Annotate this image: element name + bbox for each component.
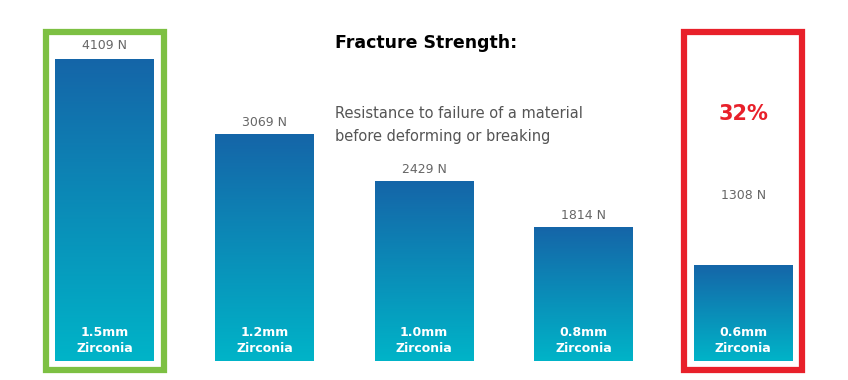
Text: 1.0mm
Zirconia: 1.0mm Zirconia xyxy=(396,326,452,355)
Text: 4109 N: 4109 N xyxy=(82,39,127,52)
Bar xyxy=(684,32,802,370)
Text: 1.5mm
Zirconia: 1.5mm Zirconia xyxy=(76,326,133,355)
Text: Fracture Strength:: Fracture Strength: xyxy=(335,34,517,52)
Text: 0.6mm
Zirconia: 0.6mm Zirconia xyxy=(715,326,772,355)
Text: 1.2mm
Zirconia: 1.2mm Zirconia xyxy=(236,326,293,355)
Bar xyxy=(684,32,802,265)
Bar xyxy=(46,32,164,370)
Text: Resistance to failure of a material
before deforming or breaking: Resistance to failure of a material befo… xyxy=(335,106,583,144)
Bar xyxy=(46,32,164,59)
Text: 1308 N: 1308 N xyxy=(721,189,766,202)
Text: 1814 N: 1814 N xyxy=(561,209,606,222)
Text: 32%: 32% xyxy=(718,104,768,124)
Text: 2429 N: 2429 N xyxy=(402,163,446,176)
Text: 0.8mm
Zirconia: 0.8mm Zirconia xyxy=(555,326,612,355)
Text: 3069 N: 3069 N xyxy=(242,116,287,129)
